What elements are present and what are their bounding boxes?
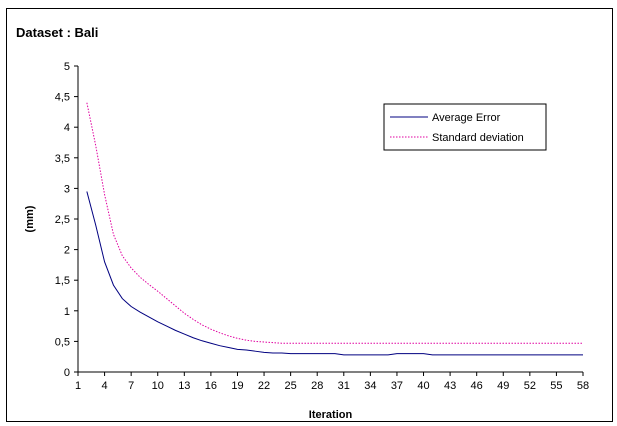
x-tick-label: 28 xyxy=(311,380,323,392)
y-tick-label: 5 xyxy=(64,61,70,73)
y-axis-label: (mm) xyxy=(24,205,36,232)
series-group xyxy=(86,102,583,356)
legend-label-standard-deviation: Standard deviation xyxy=(432,132,524,144)
x-axis-label: Iteration xyxy=(309,409,353,421)
x-tick-label: 37 xyxy=(391,380,403,392)
x-tick-label: 7 xyxy=(128,380,134,392)
x-tick-label: 13 xyxy=(178,380,190,392)
series-line-standard-deviation xyxy=(86,102,583,344)
y-tick-label: 0 xyxy=(64,367,70,379)
x-tick-label: 10 xyxy=(152,380,164,392)
legend-box xyxy=(383,103,547,151)
x-ticks: 1 4 7 10 13 16 19 22 25 28 31 34 37 40 43 46 49 52 55 58 xyxy=(75,372,589,392)
y-tick-label: 0,5 xyxy=(55,336,70,348)
x-tick-label: 16 xyxy=(205,380,217,392)
x-tick-label: 58 xyxy=(577,380,589,392)
y-tick-label: 3,5 xyxy=(55,153,70,165)
x-tick-label: 19 xyxy=(231,380,243,392)
x-tick-label: 34 xyxy=(364,380,376,392)
x-tick-label: 40 xyxy=(417,380,429,392)
chart-title: Dataset : Bali xyxy=(16,25,98,40)
x-tick-label: 25 xyxy=(285,380,297,392)
y-tick-label: 2 xyxy=(64,245,70,257)
x-tick-label: 31 xyxy=(338,380,350,392)
y-tick-label: 4,5 xyxy=(55,92,70,104)
y-tick-label: 2,5 xyxy=(55,214,70,226)
y-tick-label: 3 xyxy=(64,183,70,195)
x-tick-label: 1 xyxy=(75,380,81,392)
x-tick-label: 55 xyxy=(550,380,562,392)
chart-frame xyxy=(6,8,613,422)
x-tick-label: 52 xyxy=(524,380,536,392)
y-tick-label: 1,5 xyxy=(55,275,70,287)
x-tick-label: 4 xyxy=(102,380,108,392)
y-ticks: 0 0,5 1 1,5 2 2,5 3 3,5 4 4,5 5 xyxy=(55,61,78,379)
legend: Average Error Standard deviation xyxy=(383,103,547,151)
y-tick-label: 4 xyxy=(64,122,70,134)
x-tick-label: 43 xyxy=(444,380,456,392)
x-tick-label: 46 xyxy=(471,380,483,392)
x-tick-label: 49 xyxy=(497,380,509,392)
y-tick-label: 1 xyxy=(64,306,70,318)
x-tick-label: 22 xyxy=(258,380,270,392)
legend-label-average-error: Average Error xyxy=(432,112,501,124)
series-line-average-error xyxy=(86,191,583,356)
